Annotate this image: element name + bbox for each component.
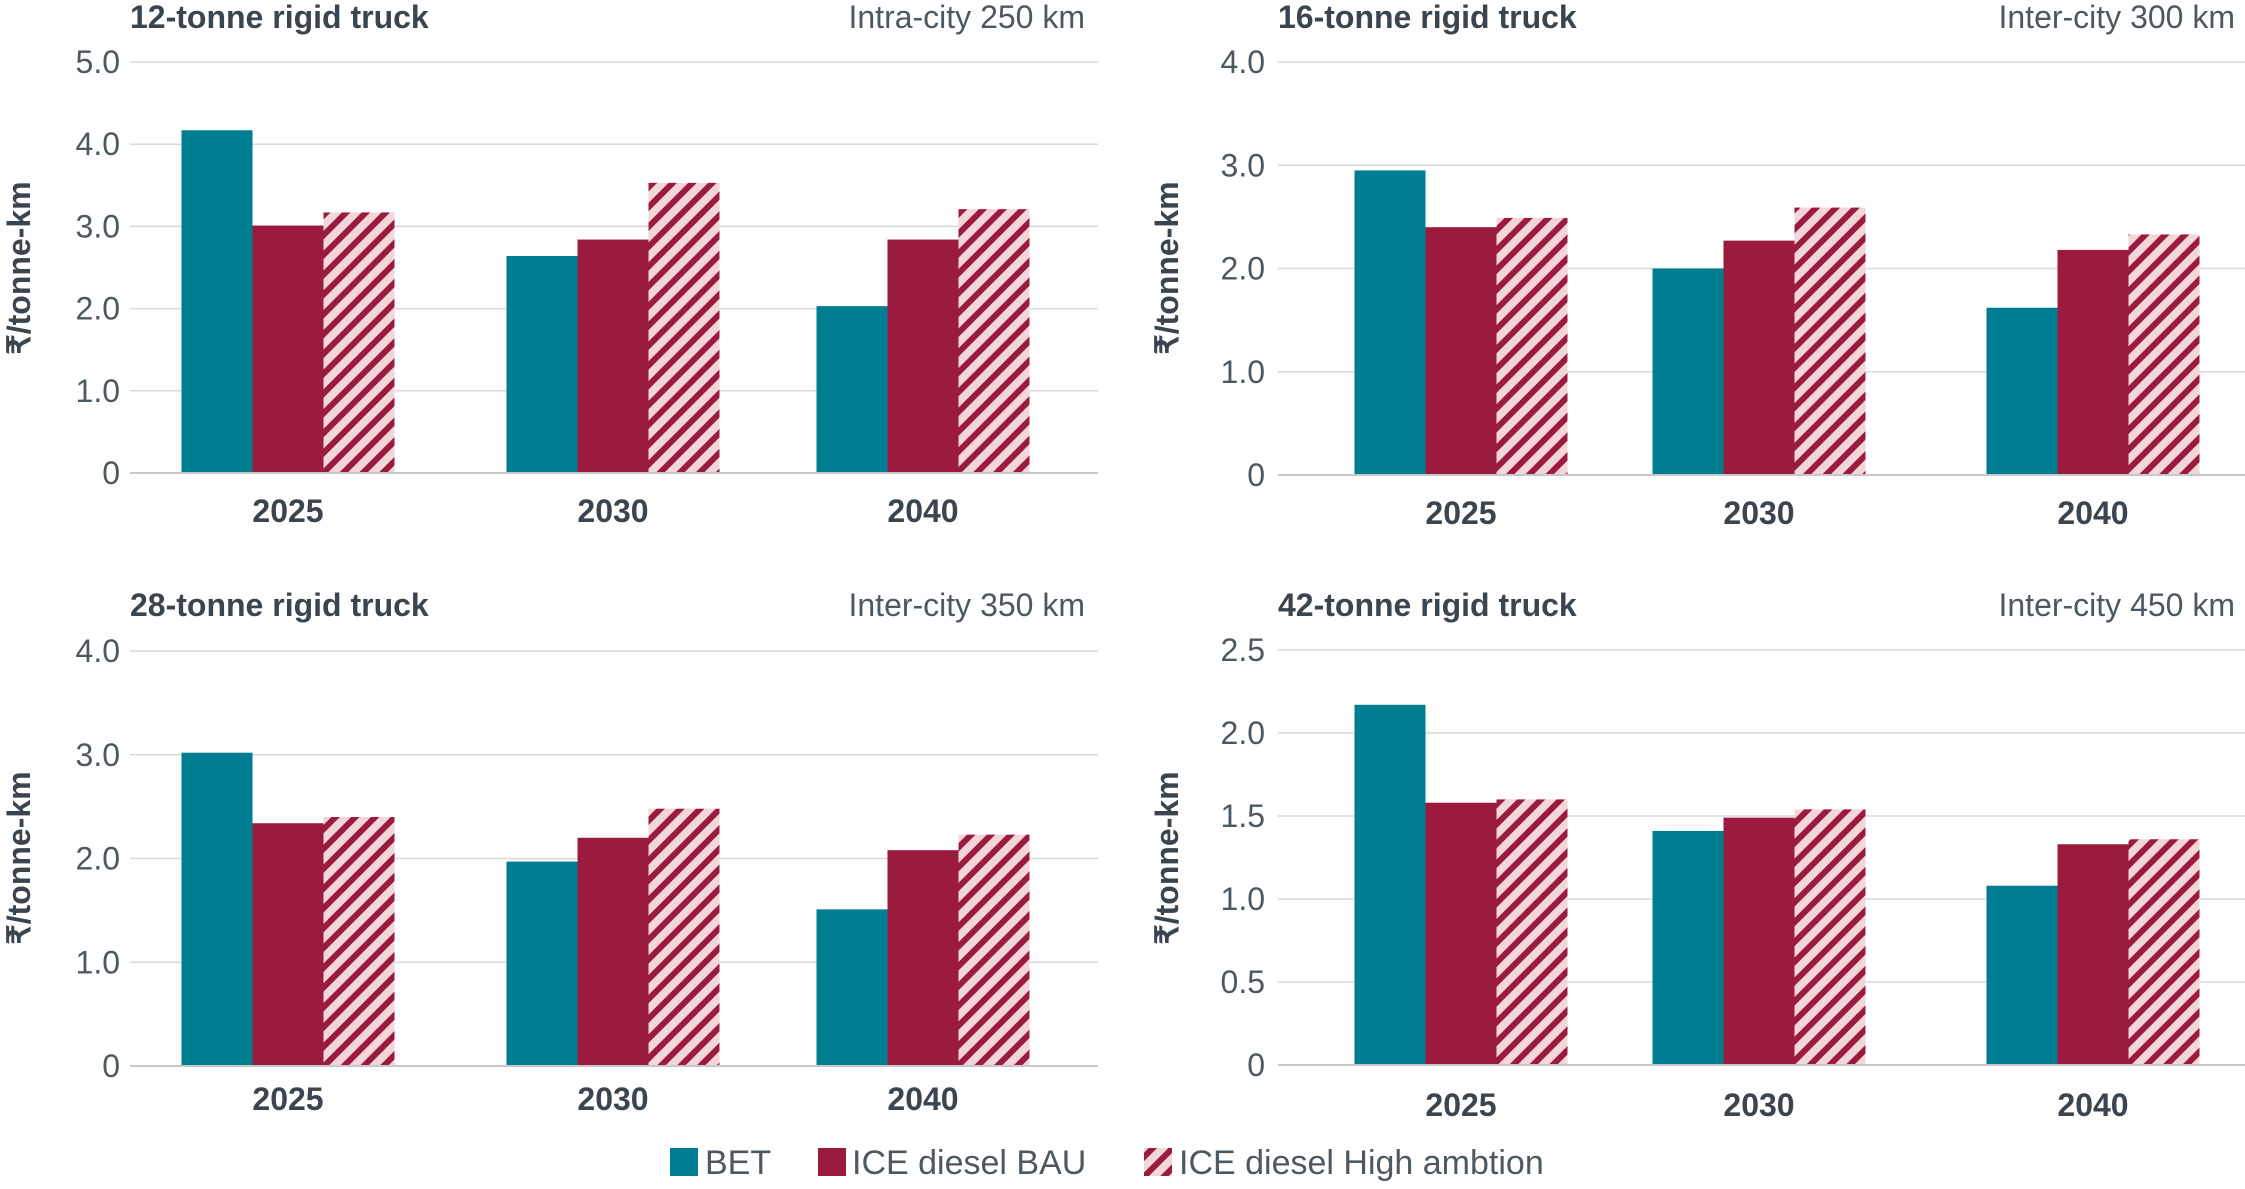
bar-bet-2025 [181,130,253,473]
bar-bet-2030 [506,861,578,1066]
bar-ice-diesel-high-ambtion-2025 [1496,217,1568,475]
y-axis-label: ₹/tonne-km [1,181,37,354]
x-tick-label: 2025 [1425,495,1496,531]
y-tick-label: 4.0 [76,633,120,669]
x-tick-label: 2030 [577,493,648,529]
bar-ice-diesel-bau-2040 [2057,844,2129,1065]
y-tick-label: 1.0 [1221,354,1265,390]
y-tick-label: 3.0 [76,737,120,773]
x-tick-label: 2040 [2057,495,2128,531]
y-tick-label: 0 [102,1048,120,1084]
x-tick-label: 2030 [1723,1087,1794,1123]
bar-bet-2040 [816,306,888,473]
chart-panel-3: 28-tonne rigid truck Inter-city 350 km 0 1.… [1,587,1098,1117]
panel-title: 12-tonne rigid truck [130,0,429,35]
bar-ice-diesel-high-ambtion-2040 [2128,234,2200,475]
bar-ice-diesel-high-ambtion-2040 [2128,839,2200,1065]
panel-subtitle: Inter-city 350 km [848,587,1085,623]
bar-ice-diesel-bau-2030 [1723,817,1795,1065]
y-tick-label: 1.0 [76,944,120,980]
y-tick-label: 4.0 [1221,44,1265,80]
bar-ice-diesel-bau-2030 [1723,240,1795,475]
bar-ice-diesel-bau-2040 [2057,249,2129,475]
y-tick-label: 2.0 [76,291,120,327]
y-axis-label: ₹/tonne-km [1,771,37,944]
y-tick-label: 3.0 [76,208,120,244]
bar-ice-diesel-bau-2030 [577,837,649,1066]
x-tick-label: 2040 [887,1081,958,1117]
x-tick-label: 2040 [887,493,958,529]
bar-bet-2040 [1986,885,2058,1065]
x-tick-label: 2025 [1425,1087,1496,1123]
bar-ice-diesel-high-ambtion-2040 [958,209,1030,473]
legend-label-ice-diesel-bau: ICE diesel BAU [852,1144,1086,1182]
bar-ice-diesel-high-ambtion-2030 [648,808,720,1066]
legend-swatch-ice-diesel-high-ambtion [1144,1148,1172,1176]
y-tick-label: 0 [1247,457,1265,493]
bar-bet-2025 [1354,170,1426,475]
y-tick-label: 2.0 [1221,251,1265,287]
y-tick-label: 0.5 [1221,964,1265,1000]
panel-subtitle: Inter-city 450 km [1998,587,2235,623]
panel-subtitle: Inter-city 300 km [1998,0,2235,35]
bar-ice-diesel-bau-2030 [577,239,649,473]
bar-ice-diesel-high-ambtion-2025 [323,817,395,1066]
y-tick-label: 0 [102,455,120,491]
panel-title: 42-tonne rigid truck [1278,587,1577,623]
y-tick-label: 2.0 [76,841,120,877]
y-tick-label: 4.0 [76,126,120,162]
bar-ice-diesel-bau-2025 [252,823,324,1066]
y-tick-label: 3.0 [1221,147,1265,183]
x-tick-label: 2030 [1723,495,1794,531]
bar-bet-2030 [1652,268,1724,475]
chart-panel-1: 12-tonne rigid truck Intra-city 250 km 0 1.… [1,0,1098,529]
panel-subtitle: Intra-city 250 km [848,0,1085,35]
bar-ice-diesel-high-ambtion-2040 [958,834,1030,1066]
y-tick-label: 2.0 [1221,715,1265,751]
y-tick-label: 1.5 [1221,798,1265,834]
y-axis-label: ₹/tonne-km [1149,181,1185,354]
legend-swatch-bet [670,1148,698,1176]
bar-bet-2030 [506,255,578,473]
legend: BET ICE diesel BAU ICE diesel High ambtion [670,1144,1544,1182]
bar-ice-diesel-high-ambtion-2030 [1794,207,1866,475]
bar-bet-2030 [1652,830,1724,1065]
legend-swatch-ice-diesel-bau [818,1148,846,1176]
bar-bet-2025 [1354,704,1426,1065]
y-tick-label: 2.5 [1221,632,1265,668]
bar-ice-diesel-bau-2040 [887,850,959,1066]
chart-panel-4: 42-tonne rigid truck Inter-city 450 km 0 0.… [1149,587,2245,1123]
chart-panel-2: 16-tonne rigid truck Inter-city 300 km 0 1.… [1149,0,2245,531]
bar-ice-diesel-high-ambtion-2030 [1794,809,1866,1065]
bar-ice-diesel-bau-2040 [887,239,959,473]
y-tick-label: 1.0 [76,373,120,409]
bar-ice-diesel-bau-2025 [1425,227,1497,475]
bar-ice-diesel-bau-2025 [252,225,324,473]
bar-bet-2025 [181,752,253,1066]
bar-bet-2040 [1986,307,2058,475]
x-tick-label: 2025 [252,493,323,529]
x-tick-label: 2040 [2057,1087,2128,1123]
y-axis-label: ₹/tonne-km [1149,771,1185,944]
legend-label-bet: BET [705,1144,771,1182]
x-tick-label: 2025 [252,1081,323,1117]
bar-ice-diesel-high-ambtion-2025 [1496,799,1568,1065]
legend-label-ice-diesel-high-ambtion: ICE diesel High ambtion [1179,1144,1544,1182]
bar-ice-diesel-high-ambtion-2030 [648,182,720,474]
y-tick-label: 0 [1247,1047,1265,1083]
bar-ice-diesel-high-ambtion-2025 [323,212,395,473]
bar-bet-2040 [816,909,888,1066]
y-tick-label: 5.0 [76,44,120,80]
y-tick-label: 1.0 [1221,881,1265,917]
x-tick-label: 2030 [577,1081,648,1117]
panel-title: 16-tonne rigid truck [1278,0,1577,35]
panel-title: 28-tonne rigid truck [130,587,429,623]
bar-ice-diesel-bau-2025 [1425,802,1497,1065]
